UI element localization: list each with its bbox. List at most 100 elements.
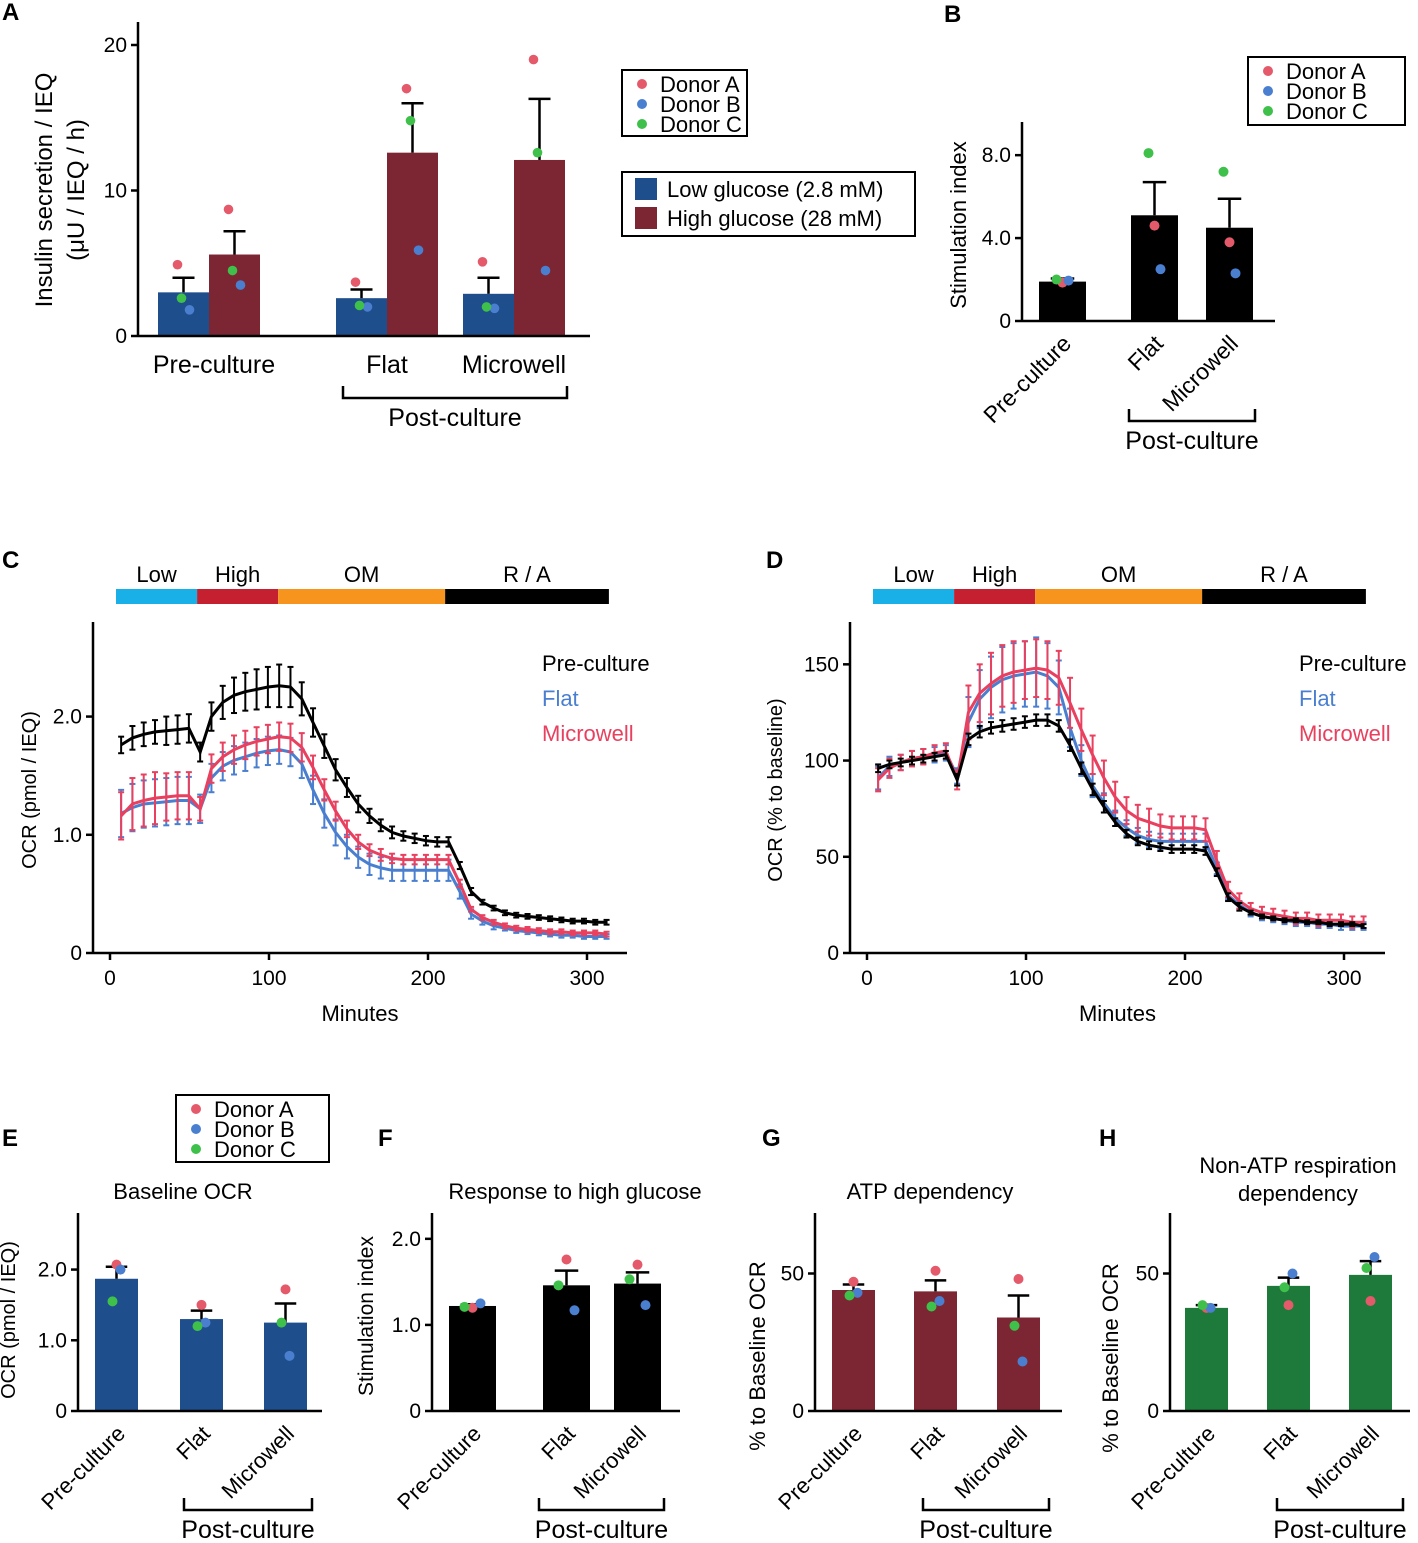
donor-b-point [1230,268,1241,279]
phase-label: R / A [503,562,551,587]
donor-b-point [475,1298,486,1309]
donor-b-point [640,1300,651,1311]
donor-c-point [1218,166,1229,177]
donor-c-point [624,1274,635,1285]
category-label: Microwell [1157,330,1243,416]
y-tick-label: 50 [816,846,839,869]
legend-flat-label: Flat [542,686,579,711]
x-tick-label: 100 [1008,967,1043,990]
legend-donor-a-marker [637,79,647,89]
phase-segment-high [954,589,1036,604]
donor-b-point [200,1317,211,1328]
legend-high-glucose-label: High glucose (28 mM) [667,206,882,231]
phase-label: Low [136,562,176,587]
bar-preculture [1185,1307,1228,1411]
chart-title: ATP dependency [847,1179,1014,1204]
legend-donor-c-label: Donor C [214,1137,296,1162]
series-line-microwell [120,735,607,936]
bar-preculture [449,1305,496,1411]
panel-label-c: C [2,547,19,574]
donor-a-point [280,1284,291,1295]
panel-label-d: D [766,547,783,574]
y-tick-label: 100 [804,750,839,773]
phase-label: High [972,562,1017,587]
y-tick-label: 0 [999,310,1011,333]
category-label: Flat [366,351,408,379]
donor-c-point [1361,1263,1372,1273]
y-tick-label: 0 [1147,1400,1159,1423]
phase-segment-ra [1202,589,1366,604]
category-label: Microwell [950,1421,1033,1504]
legend-preculture-label: Pre-culture [542,651,650,676]
y-tick-label: 0 [827,942,839,965]
donor-c-point [926,1301,937,1312]
phase-segment-low [116,589,198,604]
x-tick-label: 200 [1167,967,1202,990]
donor-c-point [1051,274,1062,285]
legend-box [175,1094,330,1163]
y-axis-label: Stimulation index [946,141,971,309]
donor-b-point [1017,1356,1028,1367]
panel-label-g: G [762,1125,781,1152]
legend-donor-c-label: Donor C [660,112,742,137]
post-culture-group-f-label: Post-culture [535,1516,668,1538]
donor-a-point [528,54,539,65]
donor-b-point [934,1296,945,1306]
bar-high-glucose [387,152,438,336]
post-culture-group-f-bracket [537,1498,666,1512]
bar-preculture [832,1290,875,1411]
panel-label-a: A [2,0,19,26]
category-label: Microwell [569,1421,652,1504]
legend-donor-c-marker [1263,106,1273,116]
legend-donor-b-marker [191,1124,201,1134]
legend-donor-a-marker [1263,66,1273,76]
post-culture-group-b-label: Post-culture [1125,427,1258,455]
category-label: Microwell [1302,1421,1385,1504]
donor-b-point [115,1264,126,1275]
donor-b-point [569,1305,580,1316]
donor-b-point [852,1287,863,1298]
y-tick-label: 2.0 [38,1259,67,1282]
donor-b-point [540,265,551,276]
y-axis-label: % to Baseline OCR [1098,1263,1123,1453]
category-label: Pre-culture [153,351,275,379]
donor-a-point [1149,220,1160,231]
phase-segment-om [278,589,446,604]
phase-segment-low [873,589,955,604]
bar-microwell [614,1283,661,1411]
post-culture-group-a-label: Post-culture [388,404,521,432]
donor-b-point [1063,275,1074,286]
legend-preculture-label: Pre-culture [1299,651,1407,676]
chart-title: Baseline OCR [113,1179,252,1204]
post-culture-group-e-label: Post-culture [181,1516,314,1538]
phase-segment-high [197,589,279,604]
donor-c-point [176,293,187,303]
chart-title: Response to high glucose [448,1179,701,1204]
donor-b-point [235,280,246,290]
donor-c-point [1143,148,1154,159]
category-label: Microwell [217,1421,300,1504]
donor-a-point [930,1265,941,1276]
y-axis-label: % to Baseline OCR [745,1261,770,1451]
donor-b-point [413,245,424,255]
donor-c-point [354,300,365,311]
donor-a-point [632,1259,643,1270]
y-axis-label: Insulin secretion / IEQ [31,73,58,308]
y-tick-label: 2.0 [53,706,82,729]
y-axis-label-units: (μU / IEQ / h) [63,119,90,261]
post-culture-group-e-bracket [182,1498,314,1512]
y-axis-label: OCR (pmol / IEQ) [19,711,41,869]
panel-label-b: B [944,1,961,28]
y-tick-label: 1.0 [53,824,82,847]
category-label: Flat [171,1421,215,1465]
y-tick-label: 8.0 [982,144,1011,167]
legend-donor-a-label: Donor A [1286,59,1366,84]
donor-a-point [561,1254,572,1265]
donor-b-point [184,305,195,315]
series-line-flat [120,748,607,938]
donor-a-point [1283,1300,1294,1311]
donor-a-point [1013,1274,1024,1284]
chart-title-line2: dependency [1238,1181,1358,1206]
series-line-microwell [877,666,1364,924]
donor-a-point [350,277,361,287]
